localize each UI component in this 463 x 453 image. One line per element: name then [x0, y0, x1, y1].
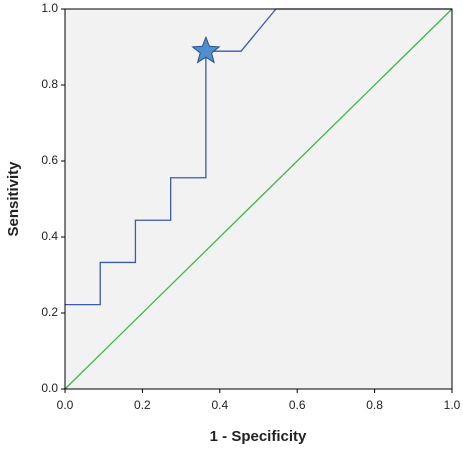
- y-axis-title: Sensitivity: [5, 161, 22, 237]
- y-tick-label: 0.8: [41, 77, 58, 91]
- y-tick-label: 0.2: [41, 305, 58, 319]
- x-tick-label: 0.8: [366, 398, 383, 412]
- x-tick-label: 0.0: [57, 398, 74, 412]
- plot-border: [64, 8, 453, 390]
- x-tick-label: 0.6: [289, 398, 306, 412]
- x-tick-label: 1.0: [444, 398, 461, 412]
- x-tick-label: 0.2: [134, 398, 151, 412]
- series-line: [64, 8, 453, 390]
- y-tick-label: 0.6: [41, 153, 58, 167]
- x-tick-label: 0.4: [211, 398, 228, 412]
- series-line: [65, 8, 452, 306]
- x-axis-title: 1 - Specificity: [210, 428, 307, 445]
- cutoff-star: [191, 35, 221, 64]
- y-tick-label: 1.0: [41, 1, 58, 15]
- y-tick-label: 0.0: [41, 381, 58, 395]
- y-tick-label: 0.4: [41, 229, 58, 243]
